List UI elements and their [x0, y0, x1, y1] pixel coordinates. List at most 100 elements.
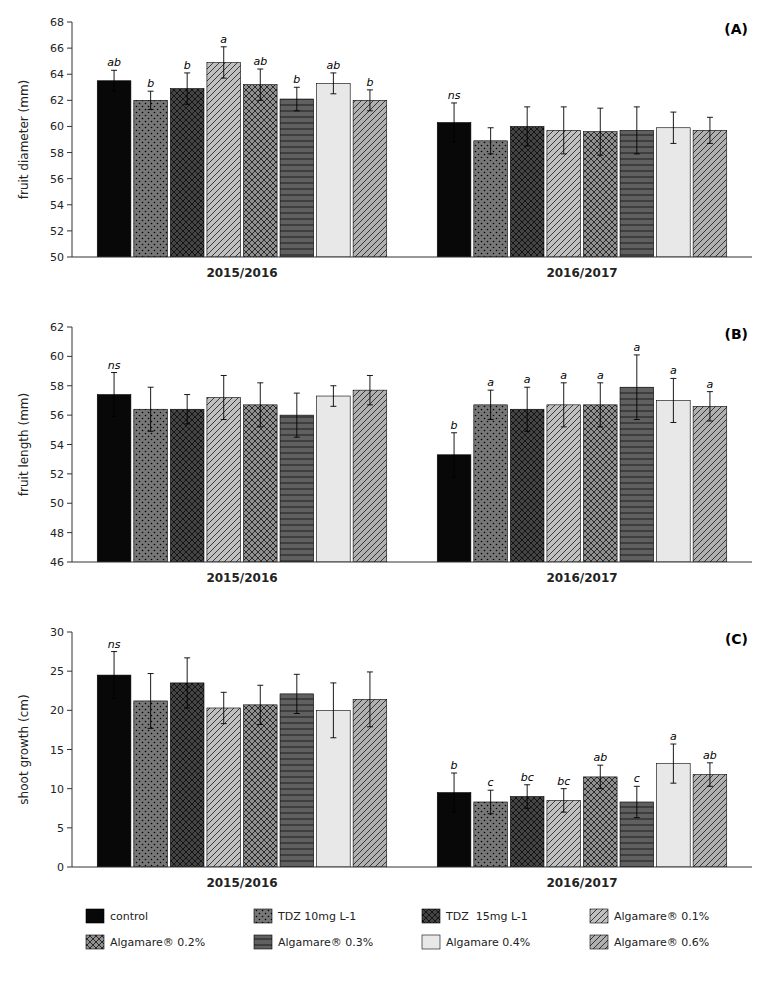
error-bar — [148, 91, 154, 109]
y-tick-label: 54 — [50, 439, 64, 452]
bar — [243, 405, 277, 562]
y-axis — [72, 327, 73, 562]
error-bar — [524, 785, 530, 809]
error-bar — [634, 355, 640, 420]
error-bar — [597, 108, 603, 155]
bar — [353, 390, 387, 562]
legend-label: TDZ 15mg L-1 — [445, 910, 528, 923]
y-tick-label: 50 — [50, 251, 64, 264]
y-tick-label: 15 — [50, 744, 64, 757]
error-bar — [148, 674, 154, 729]
bar — [547, 405, 581, 562]
bar — [583, 405, 617, 562]
y-tick — [67, 827, 72, 828]
error-bar — [330, 73, 336, 94]
letter-label: a — [220, 33, 227, 46]
y-tick — [67, 473, 72, 474]
error-bar — [367, 672, 373, 727]
error-bar — [184, 658, 190, 708]
y-tick-label: 68 — [50, 16, 64, 29]
bar — [207, 708, 241, 867]
legend-swatch — [86, 935, 104, 949]
y-tick — [67, 257, 72, 258]
y-tick-label: 30 — [50, 626, 64, 639]
y-axis-label: fruit diameter (mm) — [17, 80, 31, 200]
y-tick — [67, 385, 72, 386]
x-tick-label: 2015/2016 — [206, 876, 277, 890]
error-bar — [294, 674, 300, 713]
y-tick — [67, 562, 72, 563]
legend-label: Algamare® 0.2% — [110, 936, 205, 949]
error-bar — [524, 387, 530, 431]
legend: controlTDZ 10mg L-1TDZ 15mg L-1Algamare®… — [86, 909, 709, 949]
y-tick — [67, 415, 72, 416]
bar — [170, 409, 204, 562]
y-tick-label: 56 — [50, 173, 64, 186]
bar — [170, 683, 204, 867]
panel: 051015202530shoot growth (cm)2015/201620… — [17, 626, 752, 890]
error-bar — [294, 393, 300, 437]
error-bar — [111, 70, 117, 91]
error-bar — [670, 744, 676, 783]
bar — [243, 705, 277, 867]
y-axis-label: shoot growth (cm) — [17, 694, 31, 804]
y-tick-label: 52 — [50, 225, 64, 238]
y-tick-label: 5 — [57, 822, 64, 835]
panel-title: (C) — [725, 631, 748, 647]
panel: 50525456586062646668fruit diameter (mm)2… — [17, 16, 752, 280]
legend-swatch — [590, 935, 608, 949]
letter-label: b — [147, 77, 154, 90]
letter-label: c — [488, 776, 494, 789]
letter-label: ab — [593, 751, 607, 764]
bar — [317, 83, 351, 257]
error-bar — [597, 383, 603, 427]
bar — [657, 128, 691, 257]
y-axis — [72, 22, 73, 257]
letter-label: bc — [557, 775, 570, 788]
y-tick — [67, 22, 72, 23]
y-tick-label: 50 — [50, 497, 64, 510]
y-tick-label: 52 — [50, 468, 64, 481]
error-bar — [634, 786, 640, 817]
bar — [207, 62, 241, 257]
error-bar — [707, 392, 713, 421]
y-tick — [67, 126, 72, 127]
y-tick — [67, 710, 72, 711]
error-bar — [488, 790, 494, 814]
bar — [317, 396, 351, 562]
y-tick — [67, 532, 72, 533]
legend-label: Algamare® 0.1% — [614, 910, 709, 923]
letter-label: b — [366, 76, 373, 89]
y-tick-label: 64 — [50, 68, 64, 81]
x-tick-label: 2016/2017 — [546, 571, 617, 585]
letter-label: a — [560, 369, 567, 382]
y-tick — [67, 178, 72, 179]
error-bar — [561, 383, 567, 427]
y-tick-label: 58 — [50, 380, 64, 393]
bar — [243, 85, 277, 257]
y-tick-label: 60 — [50, 120, 64, 133]
y-tick-label: 60 — [50, 350, 64, 363]
error-bar — [561, 789, 567, 813]
letter-label: bc — [521, 771, 534, 784]
error-bar — [597, 765, 603, 789]
letter-label: b — [184, 59, 191, 72]
error-bar — [148, 387, 154, 431]
bar — [280, 694, 314, 867]
y-tick-label: 54 — [50, 199, 64, 212]
bar — [657, 400, 691, 562]
letter-label: a — [633, 341, 640, 354]
y-tick — [67, 356, 72, 357]
legend-label: TDZ 10mg L-1 — [277, 910, 356, 923]
bar — [474, 405, 508, 562]
error-bar — [184, 395, 190, 424]
y-tick — [67, 230, 72, 231]
letter-label: b — [293, 73, 300, 86]
bar — [437, 123, 471, 257]
bar — [207, 398, 241, 563]
y-tick — [67, 444, 72, 445]
y-tick — [67, 327, 72, 328]
error-bar — [257, 383, 263, 427]
panel: 464850525456586062fruit length (mm)2015/… — [17, 321, 752, 585]
y-tick-label: 62 — [50, 321, 64, 334]
